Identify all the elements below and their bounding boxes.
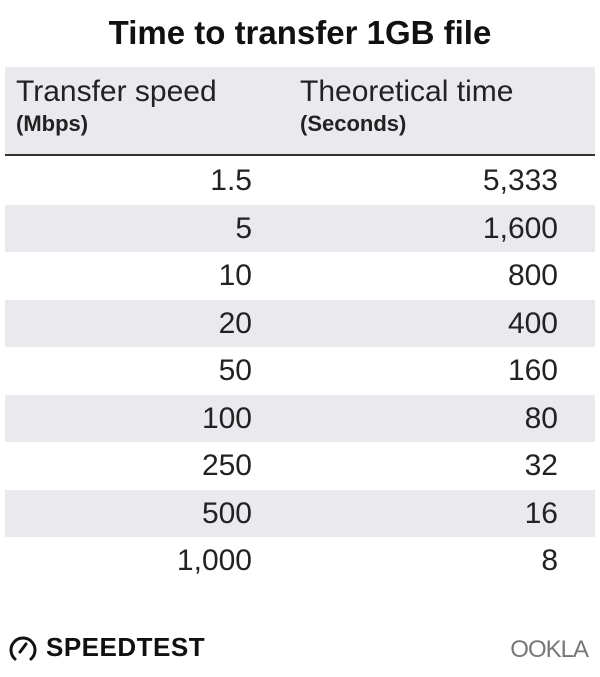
table-row: 1,000 8	[5, 537, 595, 585]
header-unit: (Seconds)	[300, 111, 407, 136]
chart-title: Time to transfer 1GB file	[108, 14, 492, 51]
cell-speed: 1,000	[176, 544, 252, 577]
header-unit: (Mbps)	[16, 111, 89, 136]
cell-speed: 50	[218, 354, 252, 387]
cell-speed: 20	[218, 306, 252, 340]
cell-speed: 5	[235, 211, 252, 245]
header-transfer-speed: Transfer speed (Mbps)	[16, 75, 217, 137]
table-header: Transfer speed (Mbps) Theoretical time (…	[5, 67, 595, 156]
table-row: 250 32	[5, 442, 595, 490]
cell-time: 5,333	[482, 164, 558, 197]
table-row: 20 400	[5, 299, 595, 347]
cell-time: 32	[524, 449, 558, 482]
cell-time: 8	[541, 544, 558, 577]
table-row: 500 16	[5, 489, 595, 537]
table-body: 1.5 5,333 5 1,600 10 800 20 400 50 160 100 80 250 32 5…	[5, 157, 595, 585]
cell-speed: 500	[201, 496, 252, 530]
ookla-logo: OOKLA	[510, 636, 589, 663]
cell-time: 400	[507, 306, 558, 340]
cell-time: 16	[524, 496, 558, 530]
cell-speed: 1.5	[210, 164, 252, 197]
cell-time: 160	[507, 354, 558, 387]
cell-speed: 250	[201, 449, 252, 482]
header-label: Transfer speed	[16, 75, 217, 108]
table-row: 50 160	[5, 347, 595, 395]
cell-speed: 10	[218, 259, 252, 292]
speedtest-logo: SPEEDTEST	[8, 632, 205, 663]
table-row: 10 800	[5, 252, 595, 300]
cell-time: 80	[524, 401, 558, 435]
speedtest-wordmark: SPEEDTEST	[46, 632, 206, 662]
header-theoretical-time: Theoretical time (Seconds)	[300, 75, 513, 137]
cell-speed: 100	[201, 401, 252, 435]
table-row: 5 1,600	[5, 204, 595, 252]
header-label: Theoretical time	[300, 75, 514, 108]
cell-time: 1,600	[482, 211, 558, 245]
gauge-icon	[9, 636, 37, 660]
cell-time: 800	[507, 259, 558, 292]
table-row: 100 80	[5, 394, 595, 442]
table-row: 1.5 5,333	[5, 157, 595, 205]
